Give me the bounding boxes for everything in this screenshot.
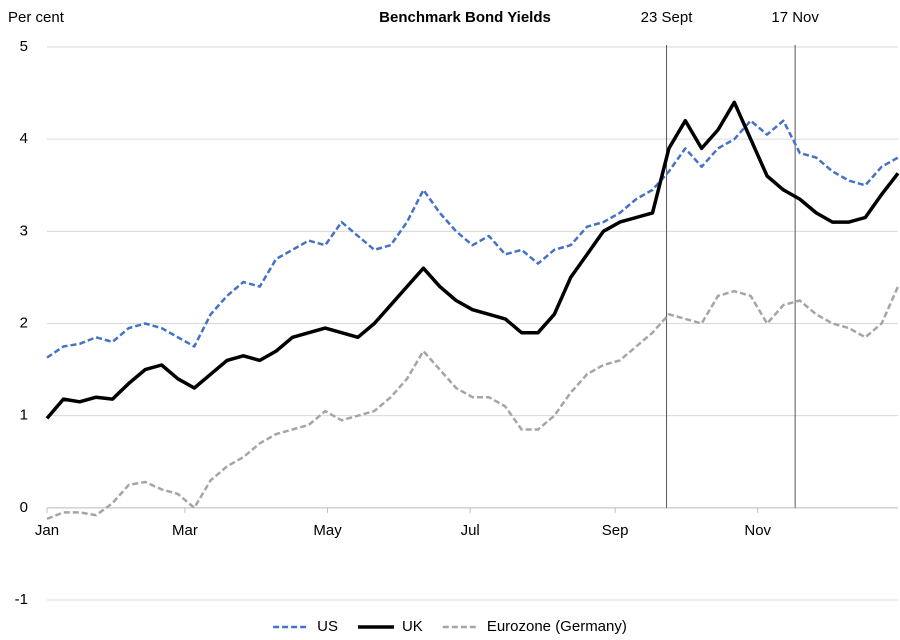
y-tick-label: 0 (20, 499, 28, 516)
x-tick-label: Nov (744, 522, 771, 539)
x-tick-label: Jan (35, 522, 59, 539)
y-tick-label: 3 (20, 222, 28, 239)
x-tick-label: Sep (602, 522, 629, 539)
chart-title: Benchmark Bond Yields (379, 9, 551, 26)
x-tick-label: May (313, 522, 342, 539)
annotation-label: 17 Nov (771, 9, 819, 26)
y-tick-label: 5 (20, 38, 28, 55)
y-axis-label: Per cent (8, 9, 65, 26)
series-line (45, 100, 900, 420)
legend-label: UK (402, 618, 423, 635)
x-tick-label: Jul (461, 522, 480, 539)
y-tick-label: 4 (20, 130, 28, 147)
y-tick-label: 1 (20, 407, 28, 424)
y-tick-label: 2 (20, 314, 28, 331)
legend-label: US (317, 618, 338, 635)
legend-label: Eurozone (Germany) (487, 618, 627, 635)
x-tick-label: Mar (172, 522, 198, 539)
y-tick-label: -1 (15, 591, 28, 608)
series-line (46, 119, 899, 359)
annotation-label: 23 Sept (641, 9, 694, 26)
series-line (46, 286, 900, 521)
